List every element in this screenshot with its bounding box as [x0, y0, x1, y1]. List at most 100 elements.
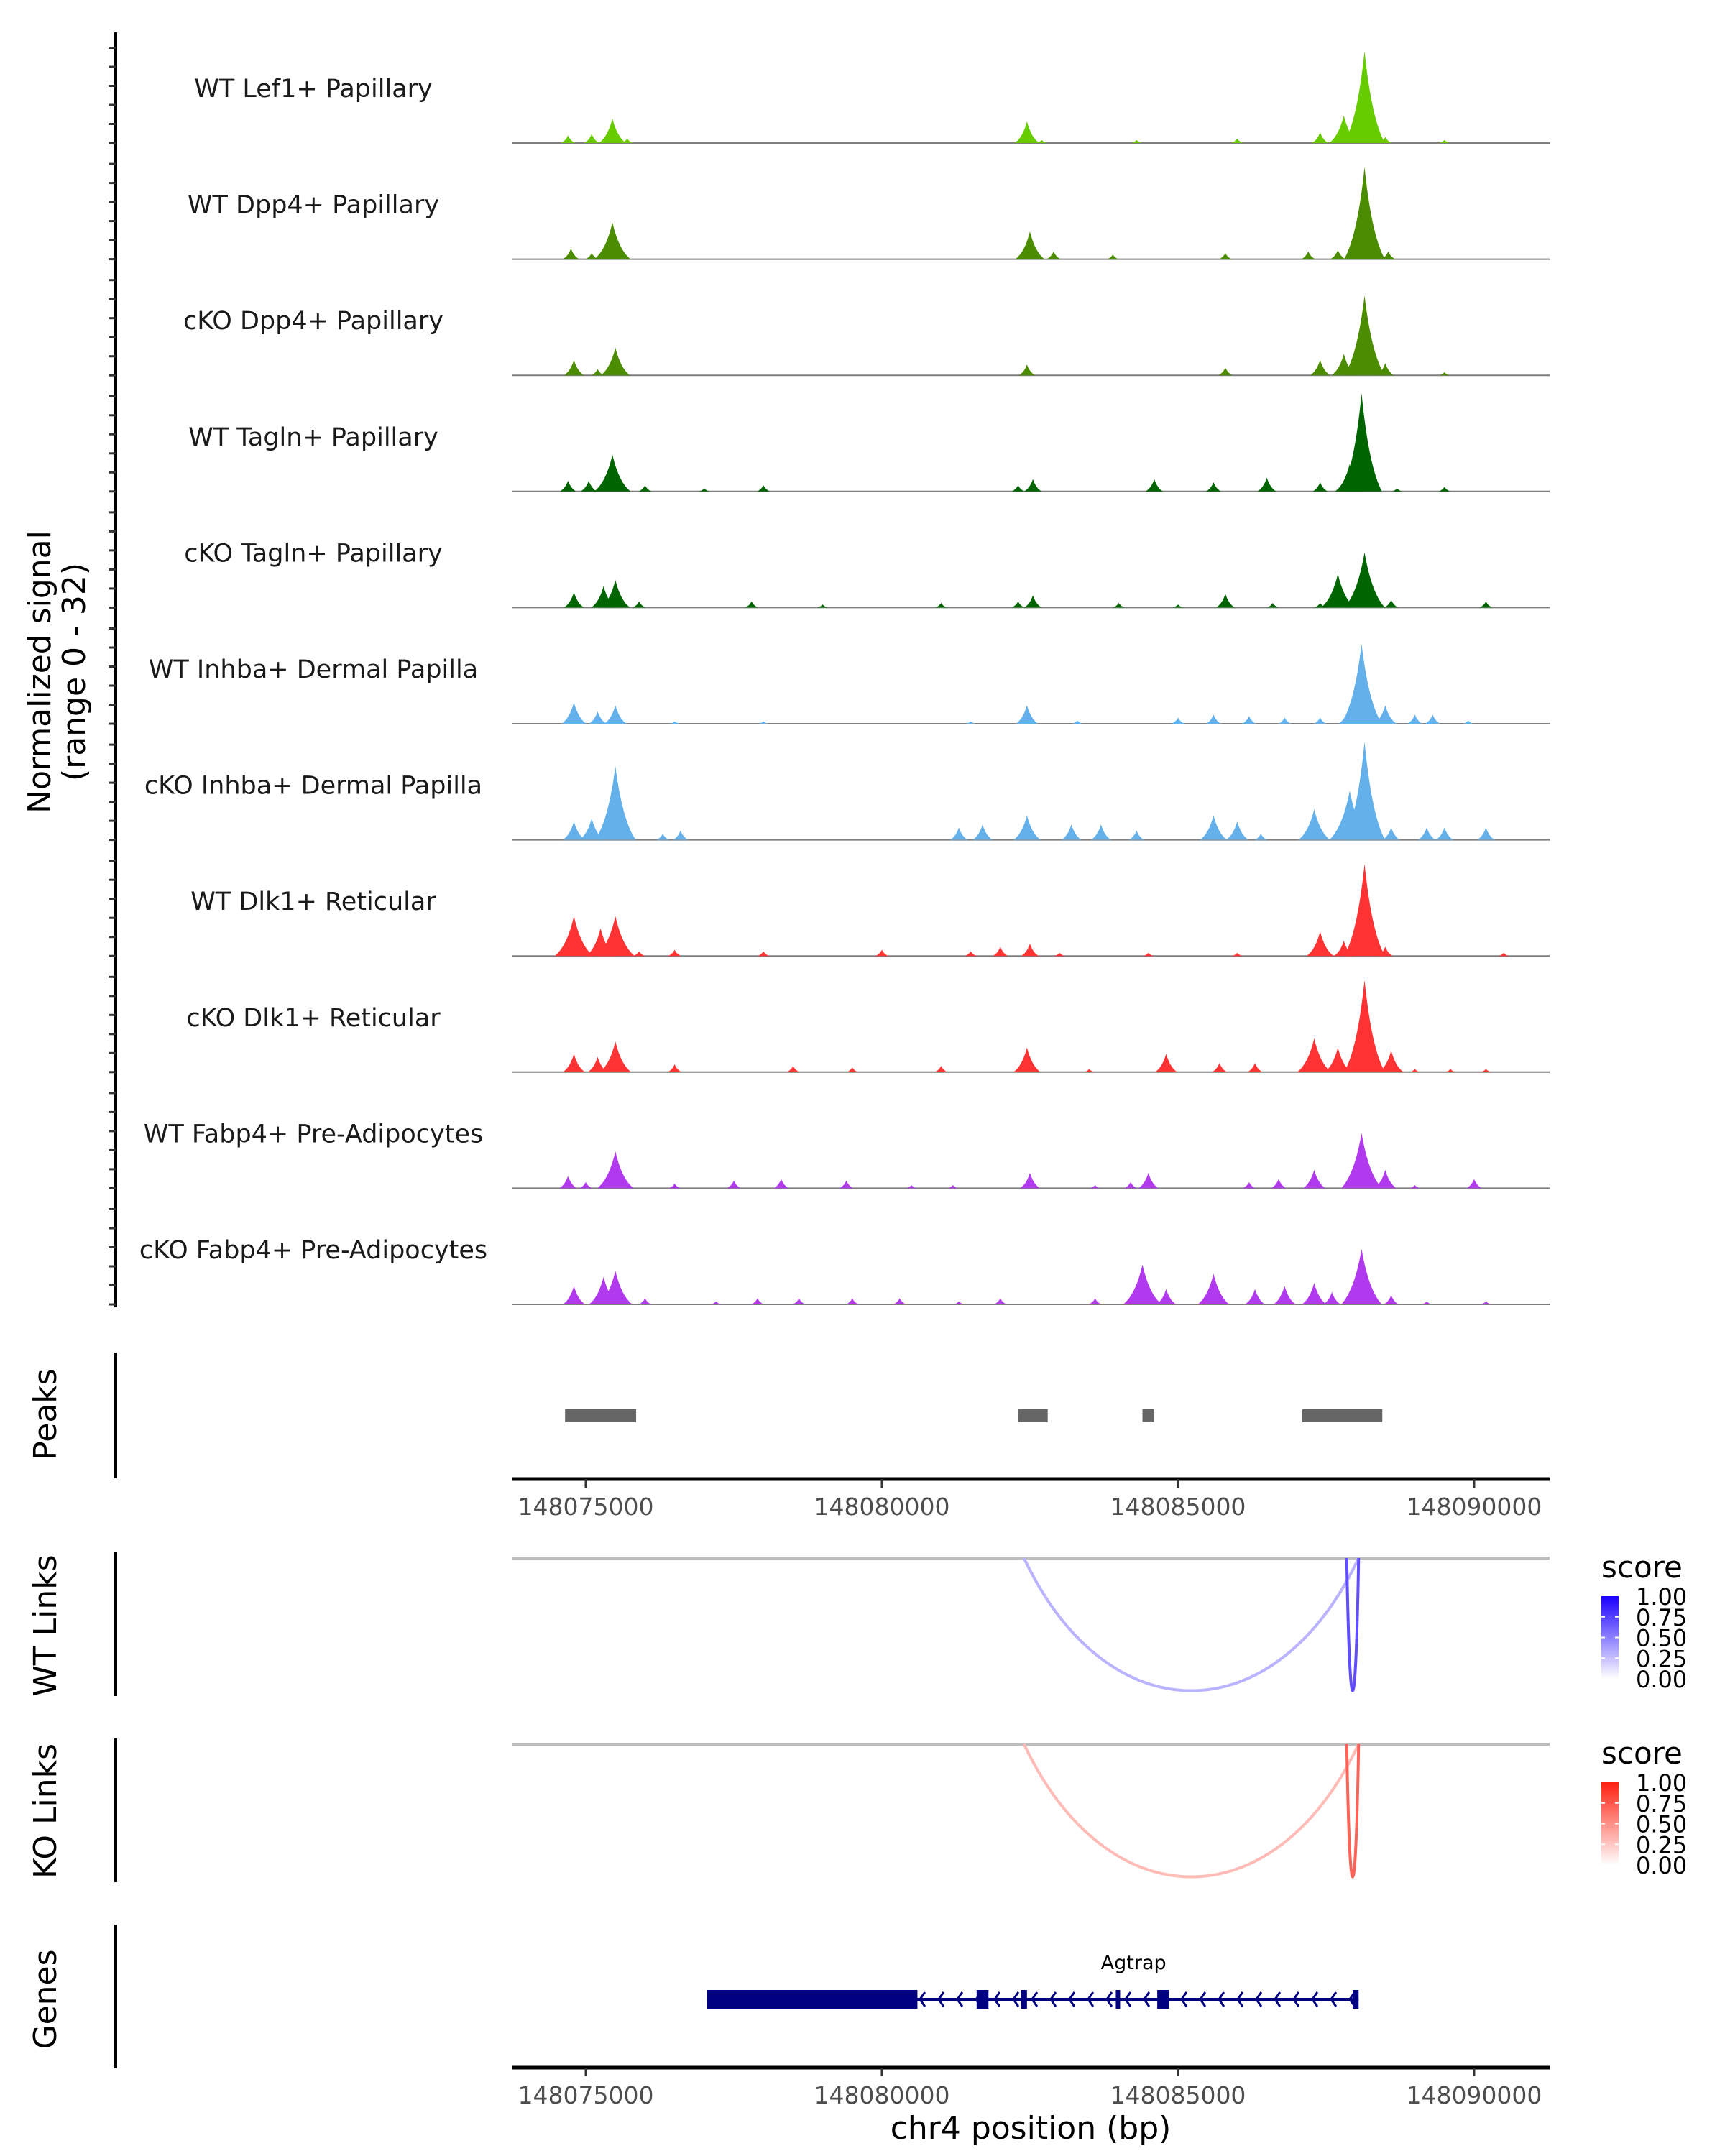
- strand-arrow-icon: [1218, 1991, 1225, 2007]
- track-label: cKO Tagln+ Papillary: [184, 539, 443, 568]
- signal-peak: [875, 949, 889, 957]
- signal-peak: [839, 1180, 854, 1189]
- signal-peak: [1421, 1301, 1432, 1304]
- track-label: WT Inhba+ Dermal Papilla: [149, 655, 478, 684]
- signal-peak: [710, 1301, 722, 1304]
- signal-peak: [934, 1066, 948, 1072]
- track-label: cKO Fabp4+ Pre-Adipocytes: [139, 1236, 487, 1265]
- signal-peak: [893, 1298, 906, 1304]
- track-label: WT Fabp4+ Pre-Adipocytes: [144, 1120, 483, 1148]
- gene-exon: [1353, 1990, 1359, 2009]
- wt-links-track-label: WT Links: [27, 1554, 64, 1696]
- signal-peak: [562, 1054, 586, 1072]
- signal-peak: [594, 454, 631, 492]
- signal-peak: [1425, 714, 1441, 724]
- signal-peak: [632, 601, 646, 608]
- signal-peak: [1324, 1047, 1352, 1072]
- signal-peak: [1218, 253, 1233, 259]
- x-axis-bottom: 148075000 148080000 148085000 148090000: [512, 2065, 1550, 2109]
- signal-peak: [1302, 1169, 1326, 1189]
- signal-peak: [1312, 132, 1329, 143]
- gene-exon: [1021, 1990, 1027, 2009]
- strand-arrow-icon: [956, 1991, 964, 2007]
- signal-peak: [600, 579, 630, 608]
- signal-peak: [1015, 231, 1045, 259]
- legend-title: score: [1601, 1549, 1683, 1585]
- signal-peak: [1340, 1249, 1382, 1304]
- peak-region: [1302, 1409, 1383, 1422]
- signal-peak: [1088, 1298, 1102, 1304]
- signal-peak: [1479, 601, 1493, 608]
- signal-peak: [1123, 1181, 1138, 1189]
- x-tick-label: 148075000: [518, 2081, 654, 2109]
- signal-peak: [599, 118, 626, 143]
- peaks-track: [565, 1409, 1383, 1422]
- track-label: WT Lef1+ Papillary: [194, 75, 433, 103]
- signal-peak: [1278, 717, 1292, 724]
- signal-peak: [1313, 717, 1327, 724]
- signal-peak: [1377, 946, 1394, 957]
- coverage-track: WT Lef1+ Papillary: [194, 50, 1550, 144]
- strand-arrow-icon: [1012, 1991, 1020, 2007]
- signal-peak: [757, 951, 770, 957]
- coverage-track: cKO Fabp4+ Pre-Adipocytes: [139, 1236, 1550, 1305]
- signal-peak: [1344, 742, 1385, 840]
- signal-peak: [632, 951, 645, 957]
- signal-peak: [1131, 139, 1142, 143]
- signal-peak: [1435, 827, 1454, 840]
- ko-links-track-label: KO Links: [27, 1743, 64, 1879]
- coverage-track: WT Tagln+ Papillary: [188, 393, 1550, 492]
- wt-links-track: [512, 1557, 1550, 1692]
- genes-track-label: Genes: [27, 1949, 64, 2049]
- signal-peak: [669, 721, 680, 724]
- signal-peak: [1330, 249, 1346, 259]
- legend-tick-label: 0.25: [1636, 1831, 1687, 1858]
- signal-peak: [668, 949, 681, 957]
- signal-peak: [1463, 720, 1474, 724]
- signal-peak: [992, 946, 1008, 957]
- peak-region: [565, 1409, 637, 1422]
- signal-peak: [562, 821, 586, 840]
- x-axis-top: 148075000 148080000 148085000 148090000: [512, 1477, 1550, 1521]
- signal-peak: [589, 711, 607, 724]
- gene-exon: [1116, 1990, 1121, 2009]
- signal-peak: [816, 604, 829, 608]
- signal-peak: [600, 347, 630, 376]
- signal-peak: [1302, 1283, 1327, 1304]
- signal-peak: [1439, 139, 1450, 143]
- signal-peak: [594, 222, 631, 259]
- signal-peak: [1011, 485, 1025, 492]
- signal-peak: [1301, 251, 1316, 259]
- signal-peak: [1344, 295, 1385, 376]
- signal-peak: [673, 830, 689, 840]
- signal-peak: [667, 1064, 682, 1072]
- signal-peak: [1046, 251, 1061, 259]
- signal-peak: [554, 916, 594, 957]
- signal-peak: [604, 705, 627, 724]
- signal-peak: [1036, 139, 1048, 143]
- signal-peak: [1072, 720, 1083, 724]
- signal-peak: [1024, 479, 1042, 492]
- signal-peak: [1215, 594, 1236, 608]
- x-tick-label: 148080000: [814, 1493, 949, 1521]
- track-label: WT Dpp4+ Papillary: [188, 191, 439, 220]
- legend-tick-label: 0.50: [1636, 1625, 1687, 1652]
- coverage-y-axis-subtitle: (range 0 - 32): [56, 563, 93, 781]
- x-tick-label: 148080000: [814, 2081, 949, 2109]
- x-tick-label: 148090000: [1406, 2081, 1542, 2109]
- signal-peak: [1374, 1169, 1397, 1189]
- signal-peak: [1197, 1273, 1230, 1304]
- track-label: cKO Dlk1+ Reticular: [186, 1004, 441, 1033]
- signal-peak: [1392, 488, 1403, 492]
- signal-peak: [786, 1066, 800, 1072]
- signal-peak: [965, 951, 977, 957]
- signal-peak: [1480, 1069, 1492, 1072]
- strand-arrow-icon: [1330, 1991, 1338, 2007]
- track-label: WT Tagln+ Papillary: [188, 423, 438, 452]
- signal-peak: [1123, 1264, 1162, 1304]
- signal-peak: [1344, 50, 1385, 143]
- signal-peak: [745, 601, 758, 608]
- signal-peak: [1379, 137, 1392, 143]
- gene-exon: [1157, 1990, 1169, 2009]
- signal-peak: [1090, 824, 1111, 840]
